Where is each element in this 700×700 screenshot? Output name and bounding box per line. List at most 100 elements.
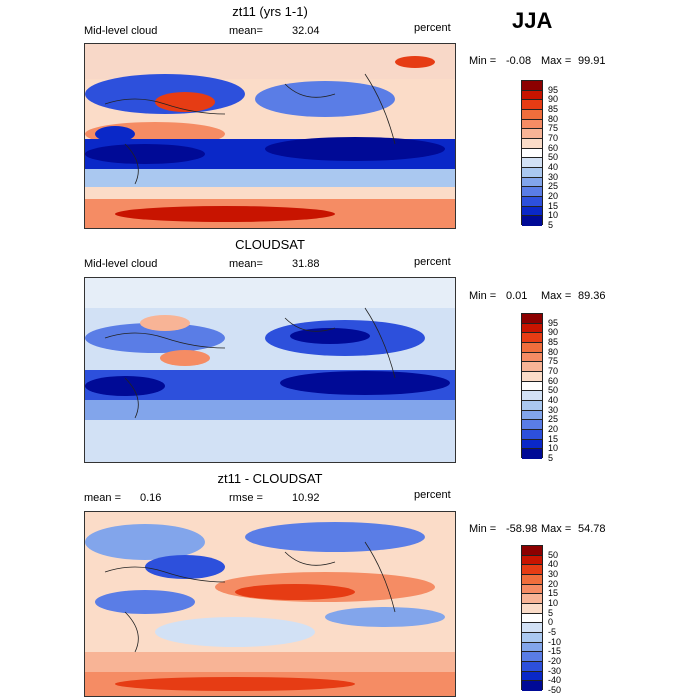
panel2-mean-label: mean= — [229, 258, 263, 270]
panel3-rmse-value: 10.92 — [292, 492, 320, 504]
colorbar-label: 70 — [548, 366, 559, 376]
colorbar-swatch — [522, 565, 542, 575]
panel2-title: CLOUDSAT — [235, 237, 305, 252]
colorbar-swatch — [522, 323, 542, 334]
colorbar-swatch — [522, 314, 542, 324]
colorbar-swatch — [522, 400, 542, 411]
colorbar-label: 85 — [548, 337, 559, 347]
panel3-mean-label: mean = — [84, 492, 121, 504]
colorbar-swatch — [522, 138, 542, 149]
colorbar-label: 5 — [548, 607, 554, 618]
colorbar-label: 60 — [548, 375, 559, 386]
colorbar-label: 30 — [548, 404, 559, 415]
colorbar-label: 15 — [548, 588, 559, 599]
colorbar-label: 90 — [548, 327, 559, 338]
colorbar-label: 5 — [548, 453, 554, 463]
panel1-max-value: 99.91 — [578, 55, 606, 67]
colorbar-label: 95 — [548, 84, 559, 95]
colorbar-label: 40 — [548, 395, 559, 405]
panel2-mean-value: 31.88 — [292, 258, 320, 270]
colorbar-swatch — [522, 362, 542, 372]
colorbar-label: 40 — [548, 162, 559, 172]
colorbar-swatch — [522, 439, 542, 450]
panel1-units: percent — [414, 22, 451, 34]
colorbar-label: 40 — [548, 559, 559, 570]
colorbar-swatch — [522, 119, 542, 130]
colorbar-swatch — [522, 206, 542, 217]
colorbar-label: 30 — [548, 569, 559, 579]
colorbar-swatch — [522, 584, 542, 595]
colorbar-label: 20 — [548, 578, 559, 589]
colorbar-swatch — [522, 603, 542, 614]
colorbar-label: 60 — [548, 142, 559, 153]
colorbar-swatch — [522, 410, 542, 421]
panel3-min-value: -58.98 — [506, 523, 538, 535]
colorbar-label: 80 — [548, 113, 559, 124]
colorbar-swatch — [522, 381, 542, 392]
colorbar-swatch — [522, 100, 542, 110]
colorbar-swatch — [522, 342, 542, 353]
colorbar-swatch — [522, 642, 542, 653]
panel2-max-label: Max = — [541, 290, 572, 302]
colorbar-label: -30 — [548, 665, 562, 676]
colorbar-swatch — [522, 574, 542, 585]
colorbar-swatch — [522, 594, 542, 604]
colorbar-label: -20 — [548, 656, 562, 666]
colorbar-label: 80 — [548, 346, 559, 357]
colorbar-swatch — [522, 661, 542, 672]
colorbar-swatch — [522, 671, 542, 682]
colorbar-label: 25 — [548, 414, 559, 425]
colorbar-label: 70 — [548, 133, 559, 143]
colorbar-label: 85 — [548, 104, 559, 114]
colorbar-swatch — [522, 196, 542, 207]
colorbar-swatch — [522, 555, 542, 566]
colorbar-label: 50 — [548, 152, 559, 163]
panel2-map — [84, 277, 456, 463]
colorbar-swatch — [522, 391, 542, 401]
colorbar-label: 10 — [548, 598, 559, 608]
colorbar-swatch — [522, 420, 542, 430]
colorbar-label: 15 — [548, 200, 559, 211]
colorbar-label: -15 — [548, 646, 562, 657]
colorbar-label: -40 — [548, 675, 562, 686]
colorbar-label: 20 — [548, 424, 559, 434]
colorbar-swatch — [522, 429, 542, 440]
panel3-title: zt11 - CLOUDSAT — [217, 471, 323, 486]
season-label: JJA — [512, 8, 553, 33]
colorbar-label: 15 — [548, 433, 559, 444]
colorbar-swatch — [522, 449, 542, 459]
colorbar-label: -5 — [548, 627, 557, 637]
colorbar-label: 5 — [548, 220, 554, 230]
colorbar-swatch — [522, 158, 542, 168]
colorbar-swatch — [522, 148, 542, 159]
colorbar-label: 10 — [548, 443, 559, 454]
colorbar-swatch — [522, 352, 542, 363]
colorbar-label: 50 — [548, 549, 559, 560]
panel1-mean-value: 32.04 — [292, 25, 320, 37]
colorbar-label: 50 — [548, 385, 559, 396]
colorbar-swatch — [522, 613, 542, 624]
colorbar-swatch — [522, 216, 542, 226]
colorbar-swatch — [522, 109, 542, 120]
panel2-colorbar — [521, 313, 543, 459]
colorbar-label: 75 — [548, 356, 559, 367]
panel3-units: percent — [414, 489, 451, 501]
panel2-min-value: 0.01 — [506, 290, 528, 302]
panel1-title: zt11 (yrs 1-1) — [232, 4, 308, 19]
colorbar-label: 30 — [548, 171, 559, 182]
panel2-min-label: Min = — [469, 290, 497, 302]
colorbar-label: 90 — [548, 94, 559, 105]
colorbar-swatch — [522, 81, 542, 91]
panel3-max-value: 54.78 — [578, 523, 606, 535]
colorbar-swatch — [522, 333, 542, 343]
colorbar-swatch — [522, 546, 542, 556]
panel3-colorbar — [521, 545, 543, 691]
colorbar-swatch — [522, 129, 542, 139]
panel3-max-label: Max = — [541, 523, 572, 535]
colorbar-label: 0 — [548, 617, 554, 628]
colorbar-label: 20 — [548, 191, 559, 201]
colorbar-swatch — [522, 187, 542, 197]
colorbar-swatch — [522, 90, 542, 101]
panel1-variable-label: Mid-level cloud — [84, 25, 158, 37]
panel1-min-value: -0.08 — [506, 55, 532, 67]
